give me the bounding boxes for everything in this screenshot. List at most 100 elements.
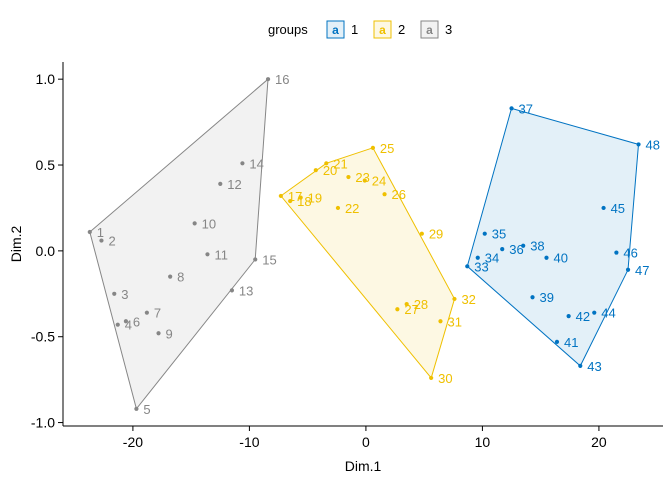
point-label-14: 14 bbox=[249, 156, 263, 171]
data-point-28 bbox=[404, 301, 409, 307]
data-point-10 bbox=[192, 221, 197, 226]
data-point-47 bbox=[625, 267, 631, 272]
point-label-9: 9 bbox=[166, 326, 173, 341]
data-point-26 bbox=[382, 192, 387, 197]
data-point-14 bbox=[240, 161, 245, 166]
point-label-40: 40 bbox=[553, 251, 567, 266]
point-label-19: 19 bbox=[308, 191, 322, 206]
point-label-46: 46 bbox=[623, 246, 637, 261]
point-label-1: 1 bbox=[97, 225, 104, 240]
data-point-37 bbox=[509, 106, 514, 111]
point-label-31: 31 bbox=[447, 314, 461, 329]
data-point-15 bbox=[253, 257, 258, 262]
point-label-11: 11 bbox=[214, 247, 228, 262]
data-point-29 bbox=[419, 231, 424, 236]
data-point-1 bbox=[87, 229, 92, 235]
data-point-17 bbox=[278, 193, 283, 199]
data-point-27 bbox=[395, 307, 400, 312]
data-point-7 bbox=[144, 310, 149, 315]
data-point-34 bbox=[475, 255, 480, 260]
y-tick-label: 1.0 bbox=[36, 71, 56, 87]
data-point-41 bbox=[554, 339, 560, 344]
point-label-23: 23 bbox=[355, 170, 369, 185]
point-label-37: 37 bbox=[519, 101, 533, 116]
legend-key-glyph: a bbox=[426, 23, 433, 37]
point-label-24: 24 bbox=[372, 173, 386, 188]
data-point-46 bbox=[614, 250, 619, 255]
data-point-31 bbox=[438, 319, 443, 324]
point-label-5: 5 bbox=[143, 402, 150, 417]
legend-label-3: 3 bbox=[445, 22, 452, 37]
point-label-8: 8 bbox=[177, 270, 184, 285]
point-label-32: 32 bbox=[461, 292, 475, 307]
legend-title: groups bbox=[268, 22, 308, 37]
y-tick-label: 0.5 bbox=[36, 157, 56, 173]
y-axis-title: Dim.2 bbox=[8, 226, 24, 263]
legend-key-glyph: a bbox=[379, 23, 386, 37]
data-point-48 bbox=[636, 142, 641, 147]
point-label-44: 44 bbox=[601, 306, 615, 321]
data-point-38 bbox=[521, 243, 526, 248]
point-label-25: 25 bbox=[380, 141, 394, 156]
data-point-42 bbox=[566, 314, 571, 319]
x-tick-label: 0 bbox=[362, 434, 370, 450]
data-point-6 bbox=[123, 319, 129, 324]
point-label-27: 27 bbox=[404, 302, 418, 317]
data-point-4 bbox=[115, 322, 120, 327]
axes: -20 -10 0 10 20 -1.0 -0.5 0.0 0.5 1.0 bbox=[31, 62, 663, 450]
data-point-35 bbox=[482, 231, 487, 236]
data-point-18 bbox=[288, 198, 293, 204]
point-label-34: 34 bbox=[485, 251, 499, 266]
point-label-7: 7 bbox=[154, 306, 161, 321]
legend-label-2: 2 bbox=[398, 22, 405, 37]
point-label-36: 36 bbox=[509, 242, 523, 257]
point-label-41: 41 bbox=[564, 335, 578, 350]
point-label-10: 10 bbox=[202, 216, 216, 231]
data-point-30 bbox=[429, 375, 434, 381]
data-point-13 bbox=[229, 288, 235, 293]
point-label-48: 48 bbox=[646, 137, 660, 152]
data-point-11 bbox=[205, 252, 210, 257]
point-label-16: 16 bbox=[275, 72, 289, 87]
point-label-38: 38 bbox=[530, 239, 544, 254]
point-label-45: 45 bbox=[611, 201, 625, 216]
data-point-3 bbox=[112, 291, 117, 296]
point-label-43: 43 bbox=[587, 359, 601, 374]
data-point-21 bbox=[324, 161, 329, 166]
point-label-28: 28 bbox=[414, 297, 428, 312]
data-point-24 bbox=[362, 178, 367, 183]
point-label-15: 15 bbox=[262, 252, 276, 267]
point-label-47: 47 bbox=[635, 263, 649, 278]
data-point-22 bbox=[335, 205, 341, 211]
point-label-13: 13 bbox=[239, 283, 253, 298]
data-point-16 bbox=[265, 77, 271, 82]
data-point-40 bbox=[544, 255, 549, 260]
point-label-18: 18 bbox=[297, 194, 311, 209]
point-label-29: 29 bbox=[429, 227, 443, 242]
legend-key-1 bbox=[326, 20, 345, 39]
legend-key-3 bbox=[420, 20, 439, 39]
data-point-8 bbox=[168, 274, 173, 279]
data-point-20 bbox=[313, 168, 318, 173]
point-label-17: 17 bbox=[288, 189, 302, 204]
data-point-12 bbox=[218, 181, 223, 187]
data-point-23 bbox=[346, 174, 351, 180]
data-point-9 bbox=[156, 331, 161, 336]
data-point-43 bbox=[578, 363, 583, 369]
y-tick-label: -1.0 bbox=[31, 415, 55, 431]
y-tick-label: -0.5 bbox=[31, 329, 55, 345]
point-label-6: 6 bbox=[133, 314, 140, 329]
point-labels: 3334353637383940414243444546474817181920… bbox=[97, 72, 660, 417]
data-points bbox=[87, 77, 641, 411]
data-point-45 bbox=[601, 205, 606, 211]
legend-key-2 bbox=[373, 20, 392, 39]
x-tick-label: 20 bbox=[591, 434, 607, 450]
data-point-32 bbox=[452, 296, 457, 302]
y-tick-label: 0.0 bbox=[36, 243, 56, 259]
x-tick-label: 10 bbox=[475, 434, 491, 450]
point-label-4: 4 bbox=[125, 318, 132, 333]
cluster-hull-2 bbox=[280, 147, 456, 379]
